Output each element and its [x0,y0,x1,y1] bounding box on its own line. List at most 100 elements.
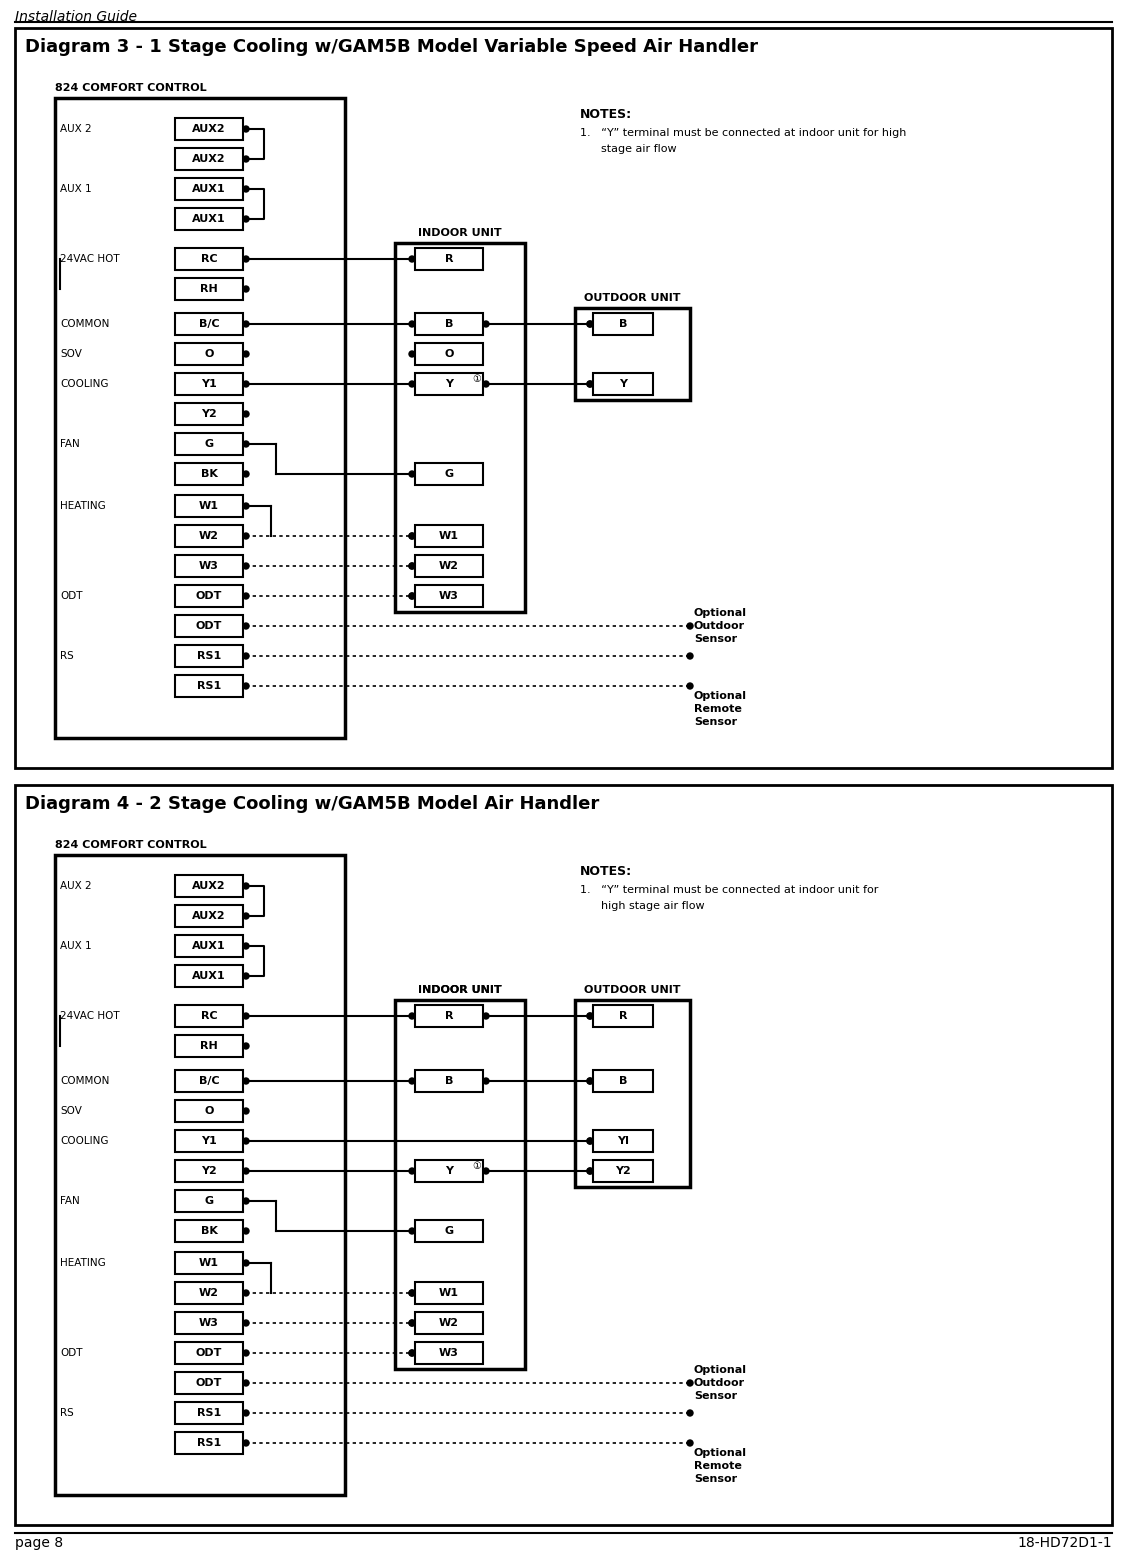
Text: Y: Y [619,379,627,388]
Text: O: O [444,349,454,359]
Bar [415,1281,483,1305]
Bar [175,1432,243,1454]
Circle shape [243,1013,249,1019]
Bar [175,554,243,578]
Circle shape [243,652,249,658]
Text: INDOOR UNIT: INDOOR UNIT [418,985,502,995]
Text: RS: RS [60,1409,73,1418]
Text: Y: Y [445,1166,453,1176]
Text: W3: W3 [440,592,459,601]
Text: Y2: Y2 [615,1166,631,1176]
Circle shape [243,1350,249,1356]
Bar [175,585,243,607]
Circle shape [243,1228,249,1235]
Text: RH: RH [201,284,218,294]
Circle shape [243,623,249,629]
Circle shape [409,593,415,599]
Text: R: R [445,255,453,264]
Bar [175,1402,243,1424]
Text: W2: W2 [440,561,459,572]
Circle shape [409,1228,415,1235]
Circle shape [243,943,249,949]
Text: ODT: ODT [196,1348,222,1357]
Bar [394,1000,525,1370]
Bar [415,463,483,485]
Circle shape [409,1291,415,1297]
Bar [415,525,483,547]
Circle shape [243,1440,249,1446]
Text: W3: W3 [440,1348,459,1357]
Bar [175,1005,243,1027]
Text: YI: YI [616,1135,629,1146]
Bar [15,28,1112,769]
Bar [394,242,525,612]
Text: OUTDOOR UNIT: OUTDOOR UNIT [584,985,681,995]
Text: B: B [619,1076,628,1086]
Circle shape [587,1013,593,1019]
Bar [175,1190,243,1211]
Text: AUX2: AUX2 [193,154,225,165]
Text: AUX 2: AUX 2 [60,124,91,134]
Bar [175,314,243,335]
Circle shape [243,441,249,447]
Text: RS1: RS1 [197,651,221,662]
Text: ODT: ODT [196,1378,222,1388]
Circle shape [243,974,249,978]
Circle shape [409,321,415,328]
Bar [415,1160,483,1182]
Bar [593,373,653,394]
Text: AUX2: AUX2 [193,912,225,921]
Bar [415,554,483,578]
Bar [55,856,345,1496]
Bar [175,1281,243,1305]
Text: B: B [445,1076,453,1086]
Circle shape [243,533,249,539]
Bar [175,179,243,200]
Circle shape [409,1168,415,1174]
Bar [175,402,243,426]
Circle shape [587,1013,593,1019]
Text: ①: ① [472,1162,481,1171]
Bar [575,307,690,401]
Text: AUX1: AUX1 [193,971,225,981]
Circle shape [483,1078,489,1084]
Bar [55,98,345,738]
Text: page 8: page 8 [15,1536,63,1550]
Text: HEATING: HEATING [60,502,106,511]
Circle shape [243,1197,249,1204]
Text: 18-HD72D1-1: 18-HD72D1-1 [1018,1536,1112,1550]
Text: G: G [444,469,453,478]
Bar [415,1312,483,1334]
Bar [593,314,653,335]
Text: Installation Guide: Installation Guide [15,9,137,23]
Circle shape [409,533,415,539]
Text: BK: BK [201,469,218,478]
Bar [175,463,243,485]
Text: W1: W1 [199,502,219,511]
Bar [175,935,243,957]
Circle shape [243,1168,249,1174]
Circle shape [243,564,249,568]
Text: OUTDOOR UNIT: OUTDOOR UNIT [584,294,681,303]
Text: G: G [204,439,213,449]
Circle shape [243,1138,249,1145]
Text: RH: RH [201,1041,218,1051]
Text: RS: RS [60,651,73,662]
Text: Diagram 4 - 2 Stage Cooling w/GAM5B Model Air Handler: Diagram 4 - 2 Stage Cooling w/GAM5B Mode… [25,795,600,814]
Circle shape [243,186,249,193]
Circle shape [243,593,249,599]
Bar [15,784,1112,1525]
Text: Optional
Remote
Sensor: Optional Remote Sensor [694,691,747,727]
Text: Y: Y [445,379,453,388]
Text: Y2: Y2 [201,1166,216,1176]
Circle shape [243,503,249,509]
Bar [175,1371,243,1395]
Circle shape [587,1078,593,1084]
Circle shape [483,380,489,387]
Bar [175,1221,243,1242]
Circle shape [687,683,693,690]
Bar [175,495,243,517]
Bar [415,1342,483,1364]
Bar [175,278,243,300]
Bar [175,1160,243,1182]
